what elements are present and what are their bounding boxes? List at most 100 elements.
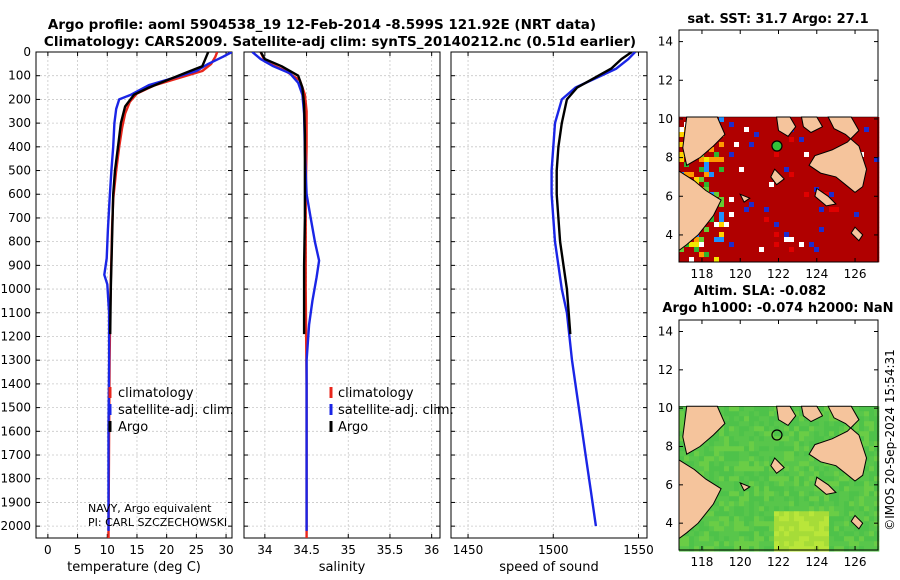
map-cell (744, 421, 750, 427)
map-cell (859, 142, 865, 148)
map-cell (809, 152, 815, 158)
map-cell (744, 541, 750, 547)
map-cell (869, 237, 875, 243)
map-cell (774, 481, 780, 487)
map-cell (754, 242, 760, 248)
map-cell (714, 142, 720, 148)
map-cell (819, 177, 825, 183)
map-cell (819, 132, 825, 138)
map-cell (844, 536, 850, 542)
map-cell (874, 247, 880, 253)
map-cell (789, 212, 795, 218)
map-cell (779, 421, 785, 427)
map-cell (714, 227, 720, 233)
map-cell (819, 431, 825, 437)
map-cell (799, 541, 805, 547)
map-cell (704, 521, 710, 527)
map-cell (849, 481, 855, 487)
map-cell (799, 461, 805, 467)
map-cell (749, 426, 755, 432)
x-tick-label: 35.5 (377, 543, 404, 557)
map-cell (779, 531, 785, 537)
map-cell (779, 426, 785, 432)
map-cell (749, 466, 755, 472)
map-cell (734, 162, 740, 168)
map-cell (729, 471, 735, 477)
map-cell (704, 232, 710, 238)
imos-timestamp: ©IMOS 20-Sep-2024 15:54:31 (883, 349, 897, 531)
map-cell (754, 182, 760, 188)
map-cell (724, 466, 730, 472)
map-cell (794, 232, 800, 238)
map-cell (849, 242, 855, 248)
map-cell (734, 222, 740, 228)
map-cell (869, 192, 875, 198)
map-cell (789, 147, 795, 153)
map-cell (744, 152, 750, 158)
map-cell (804, 247, 810, 253)
map-cell (809, 426, 815, 432)
map-cell (804, 501, 810, 507)
map-cell (779, 237, 785, 243)
map-cell (754, 496, 760, 502)
map-cell (719, 436, 725, 442)
map-cell (749, 506, 755, 512)
map-cell (799, 436, 805, 442)
map-cell (809, 501, 815, 507)
map-cell (874, 526, 880, 532)
map-cell (799, 411, 805, 417)
map-cell (759, 212, 765, 218)
map-cell (869, 501, 875, 507)
map-cell (784, 147, 790, 153)
map-cell (754, 501, 760, 507)
map-cell (794, 511, 800, 517)
map-cell (709, 461, 715, 467)
map-cell (754, 471, 760, 477)
map-cell (859, 496, 865, 502)
map-cell (734, 137, 740, 143)
map-cell (804, 491, 810, 497)
map-cell (779, 536, 785, 542)
map-cell (679, 152, 685, 158)
map-cell (739, 197, 745, 203)
map-cell (794, 531, 800, 537)
map-cell (754, 177, 760, 183)
map-cell (724, 202, 730, 208)
map-cell (769, 212, 775, 218)
map-x-tick-label: 122 (767, 267, 790, 281)
map-cell (789, 172, 795, 178)
map-cell (799, 207, 805, 213)
map-cell (789, 222, 795, 228)
map-cell (784, 456, 790, 462)
map-cell (759, 441, 765, 447)
map-cell (829, 177, 835, 183)
map-cell (819, 476, 825, 482)
map-cell (754, 167, 760, 173)
map-cell (859, 147, 865, 153)
x-tick-label: 1500 (538, 543, 569, 557)
map-cell (794, 132, 800, 138)
map-cell (774, 491, 780, 497)
map-cell (784, 167, 790, 173)
map-cell (784, 521, 790, 527)
map-cell (769, 127, 775, 133)
map-y-tick-label: 14 (658, 35, 673, 49)
map-cell (799, 177, 805, 183)
map-cell (814, 172, 820, 178)
map-cell (709, 531, 715, 537)
map-cell (864, 406, 870, 412)
map-cell (819, 217, 825, 223)
map-cell (774, 187, 780, 193)
map-cell (839, 232, 845, 238)
map-cell (809, 511, 815, 517)
map-cell (829, 526, 835, 532)
map-cell (799, 212, 805, 218)
map-cell (744, 227, 750, 233)
map-cell (809, 476, 815, 482)
map-cell (739, 242, 745, 248)
map-cell (779, 182, 785, 188)
y-tick-label: 900 (8, 258, 31, 272)
map-cell (804, 511, 810, 517)
map-cell (724, 137, 730, 143)
map-cell (829, 212, 835, 218)
